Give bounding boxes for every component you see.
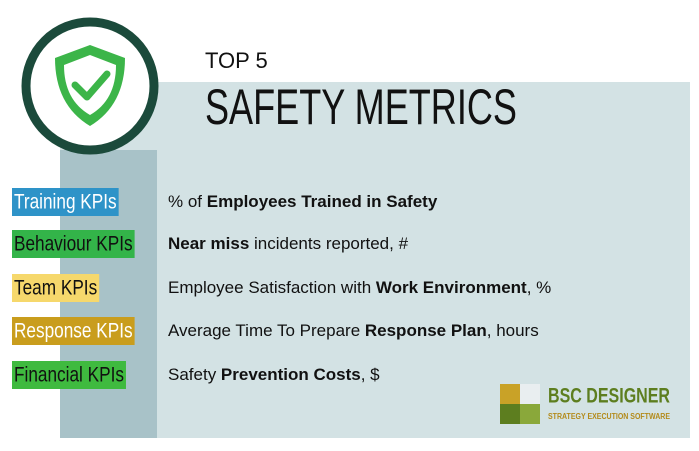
- category-box: [12, 361, 126, 389]
- panel: [60, 82, 690, 438]
- metric: Average Time To Prepare Response Plan, h…: [168, 321, 539, 340]
- category-label: Team KPIs: [14, 277, 97, 300]
- metric-part: , hours: [487, 321, 539, 340]
- category-label: Response KPIs: [14, 320, 133, 343]
- metric-part: Response Plan: [365, 321, 487, 340]
- logo-tile: [500, 404, 520, 424]
- metric-part: incidents reported, #: [249, 234, 408, 253]
- logo-tile: [520, 384, 540, 404]
- category-label: Behaviour KPIs: [14, 233, 133, 256]
- logo-tile: [520, 404, 540, 424]
- kicker: TOP 5: [205, 48, 268, 73]
- metric: Safety Prevention Costs, $: [168, 365, 380, 384]
- metric-part: % of: [168, 192, 207, 211]
- metric-part: Employees Trained in Safety: [207, 192, 438, 211]
- metric-part: Safety: [168, 365, 221, 384]
- logo-tagline: STRATEGY EXECUTION SOFTWARE: [548, 412, 671, 421]
- category-box: [12, 317, 135, 345]
- metric: % of Employees Trained in Safety: [168, 192, 438, 211]
- category-box: [12, 188, 119, 216]
- category-box: [12, 274, 100, 302]
- logo-name: BSC DESIGNER: [548, 385, 670, 408]
- logo-tile: [500, 384, 520, 404]
- category-label: Financial KPIs: [14, 364, 124, 387]
- metric-part: Prevention Costs: [221, 365, 361, 384]
- metric-part: Employee Satisfaction with: [168, 278, 376, 297]
- metric-part: Average Time To Prepare: [168, 321, 365, 340]
- metric: Employee Satisfaction with Work Environm…: [168, 278, 551, 297]
- metric-part: , $: [361, 365, 380, 384]
- metric: Near miss incidents reported, #: [168, 234, 409, 253]
- category-box: [12, 230, 135, 258]
- category-label: Training KPIs: [14, 191, 117, 214]
- check: [71, 70, 111, 101]
- metric-part: Near miss: [168, 234, 249, 253]
- shield-inner: [64, 55, 116, 115]
- metric-part: , %: [527, 278, 552, 297]
- title: SAFETY METRICS: [205, 79, 517, 135]
- metric-part: Work Environment: [376, 278, 527, 297]
- logo: BSC DESIGNER STRATEGY EXECUTION SOFTWARE: [500, 384, 671, 424]
